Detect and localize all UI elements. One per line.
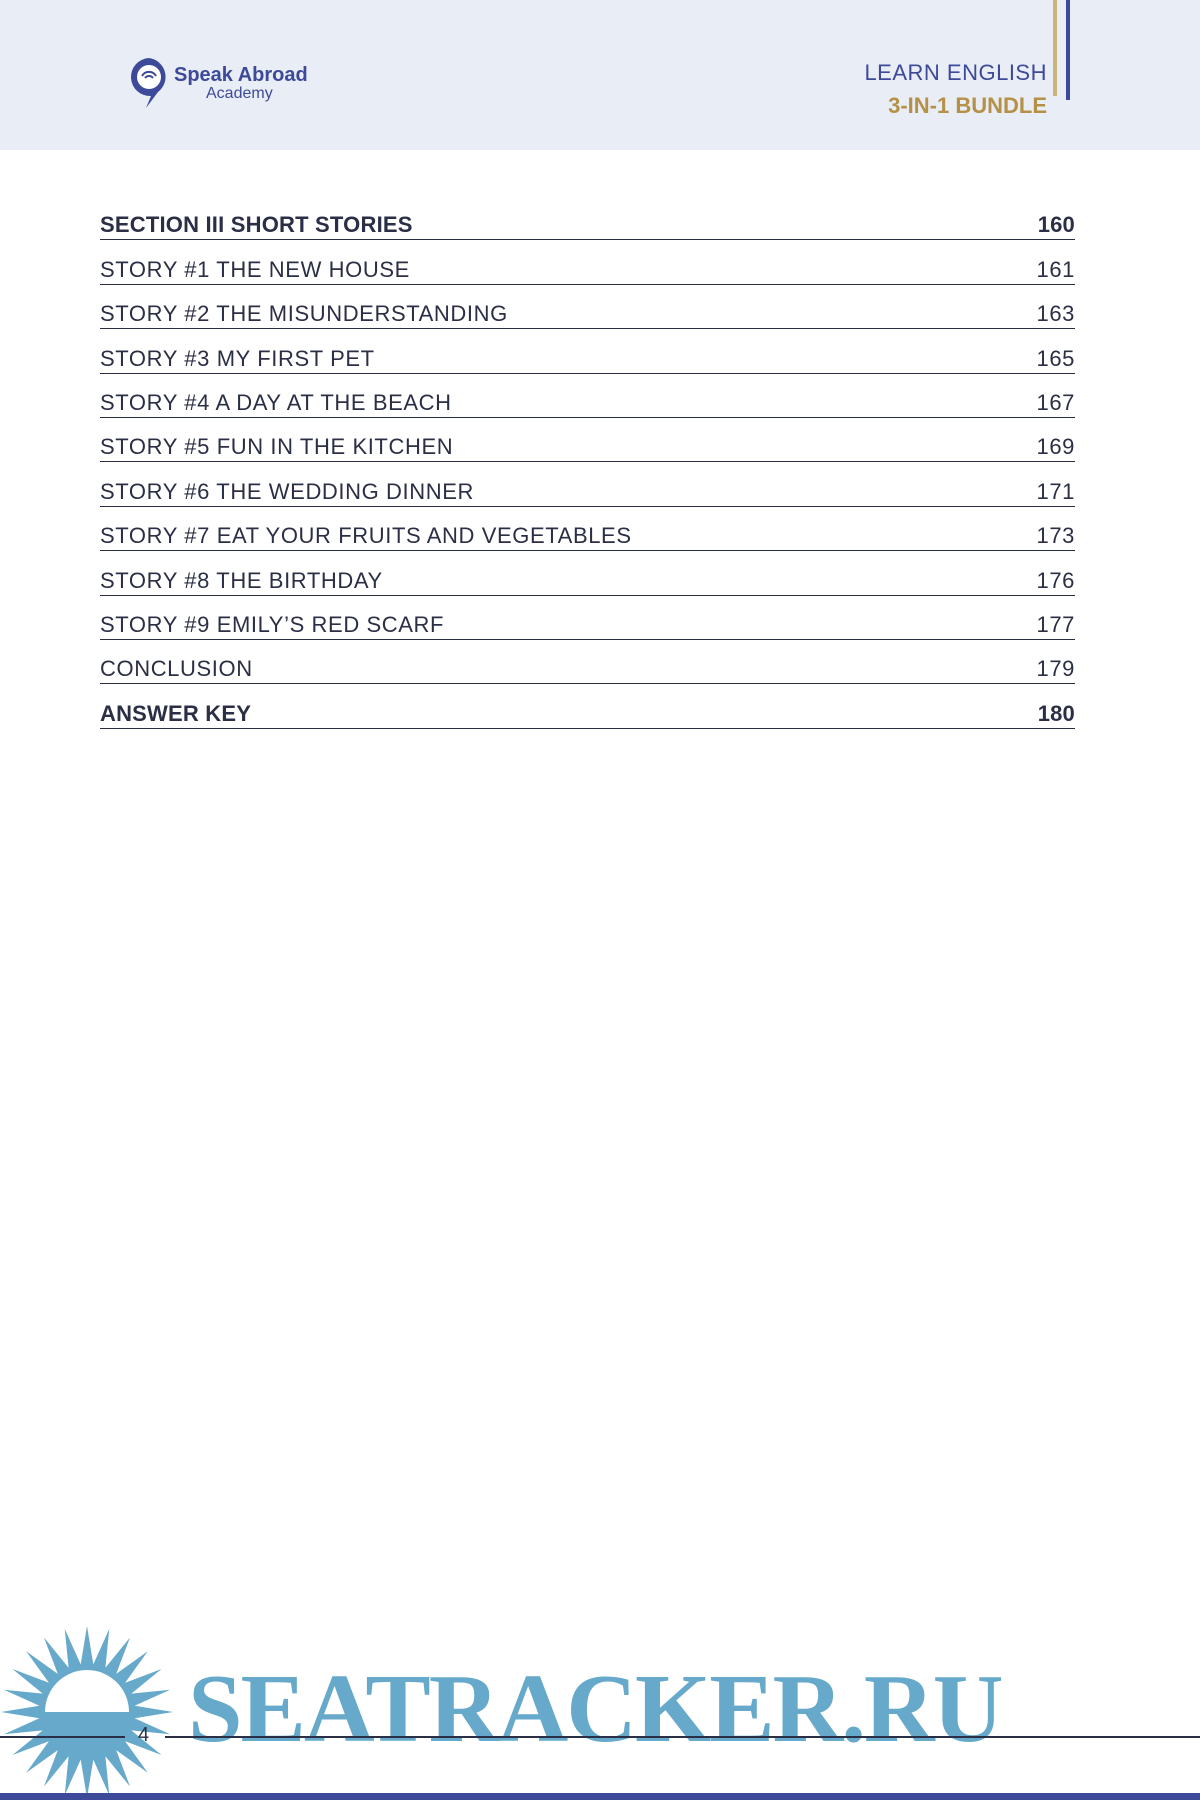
toc-entry[interactable]: ANSWER KEY 180 xyxy=(100,684,1075,729)
toc-entry[interactable]: STORY #6 THE WEDDING DINNER 171 xyxy=(100,462,1075,507)
toc-entry-title: SECTION III SHORT STORIES xyxy=(100,212,413,238)
toc-entry-title: STORY #6 THE WEDDING DINNER xyxy=(100,478,474,504)
bottom-bar xyxy=(0,1793,1200,1800)
page-number: 4 xyxy=(138,1724,150,1746)
toc-entry-title: STORY #7 EAT YOUR FRUITS AND VEGETABLES xyxy=(100,523,632,549)
toc-entry[interactable]: STORY #4 A DAY AT THE BEACH 167 xyxy=(100,374,1075,418)
toc-entry[interactable]: STORY #2 THE MISUNDERSTANDING 163 xyxy=(100,285,1075,330)
toc-entry-title: STORY #2 THE MISUNDERSTANDING xyxy=(100,301,508,327)
toc-entry[interactable]: STORY #8 THE BIRTHDAY 176 xyxy=(100,551,1075,596)
toc-entry-page: 161 xyxy=(1036,256,1075,282)
toc-entry-title: STORY #3 MY FIRST PET xyxy=(100,345,375,371)
toc-entry-page: 163 xyxy=(1036,301,1075,327)
toc-entry-page: 167 xyxy=(1036,389,1075,415)
footer-divider xyxy=(0,1736,125,1738)
watermark: SEATRACKER.RU xyxy=(188,1655,1003,1763)
toc-entry-page: 171 xyxy=(1036,478,1075,504)
logo-name: Speak Abroad xyxy=(174,63,308,86)
toc-entry-title: STORY #4 A DAY AT THE BEACH xyxy=(100,389,452,415)
speech-bubble-logo-icon xyxy=(130,58,166,108)
page-header: Speak Abroad Academy LEARN ENGLISH 3-IN-… xyxy=(0,0,1200,150)
logo: Speak Abroad Academy xyxy=(128,56,308,110)
toc-entry[interactable]: STORY #3 MY FIRST PET 165 xyxy=(100,329,1075,374)
toc-entry-page: 160 xyxy=(1037,212,1075,238)
toc-entry-page: 176 xyxy=(1036,567,1075,593)
navy-accent-line xyxy=(1066,0,1070,100)
toc-entry-title: ANSWER KEY xyxy=(100,700,252,726)
toc-entry[interactable]: CONCLUSION 179 xyxy=(100,640,1075,685)
toc-entry-title: CONCLUSION xyxy=(100,656,253,682)
toc-entry-title: STORY #9 EMILY’S RED SCARF xyxy=(100,611,445,637)
toc-entry-title: STORY #8 THE BIRTHDAY xyxy=(100,567,383,593)
toc-entry-page: 169 xyxy=(1036,434,1075,460)
toc-entry-page: 179 xyxy=(1036,656,1075,682)
toc-entry[interactable]: STORY #9 EMILY’S RED SCARF 177 xyxy=(100,596,1075,640)
book-title: LEARN ENGLISH xyxy=(864,60,1047,85)
toc-entry[interactable]: STORY #1 THE NEW HOUSE 161 xyxy=(100,240,1075,285)
toc-entry[interactable]: STORY #5 FUN IN THE KITCHEN 169 xyxy=(100,418,1075,463)
toc-entry-page: 180 xyxy=(1037,700,1075,726)
table-of-contents: SECTION III SHORT STORIES 160 STORY #1 THE… xyxy=(100,196,1075,729)
logo-subtitle: Academy xyxy=(206,84,273,102)
toc-entry-title: STORY #1 THE NEW HOUSE xyxy=(100,256,410,282)
toc-entry[interactable]: SECTION III SHORT STORIES 160 xyxy=(100,196,1075,241)
toc-entry-page: 173 xyxy=(1036,523,1075,549)
footer-divider xyxy=(165,1736,1200,1738)
toc-entry[interactable]: STORY #7 EAT YOUR FRUITS AND VEGETABLES 1… xyxy=(100,507,1075,552)
gold-accent-line xyxy=(1053,0,1057,96)
watermark-sun-icon xyxy=(1,1626,173,1798)
toc-entry-title: STORY #5 FUN IN THE KITCHEN xyxy=(100,434,454,460)
toc-entry-page: 177 xyxy=(1036,611,1075,637)
toc-entry-page: 165 xyxy=(1036,345,1075,371)
book-subtitle: 3-IN-1 BUNDLE xyxy=(888,93,1047,118)
